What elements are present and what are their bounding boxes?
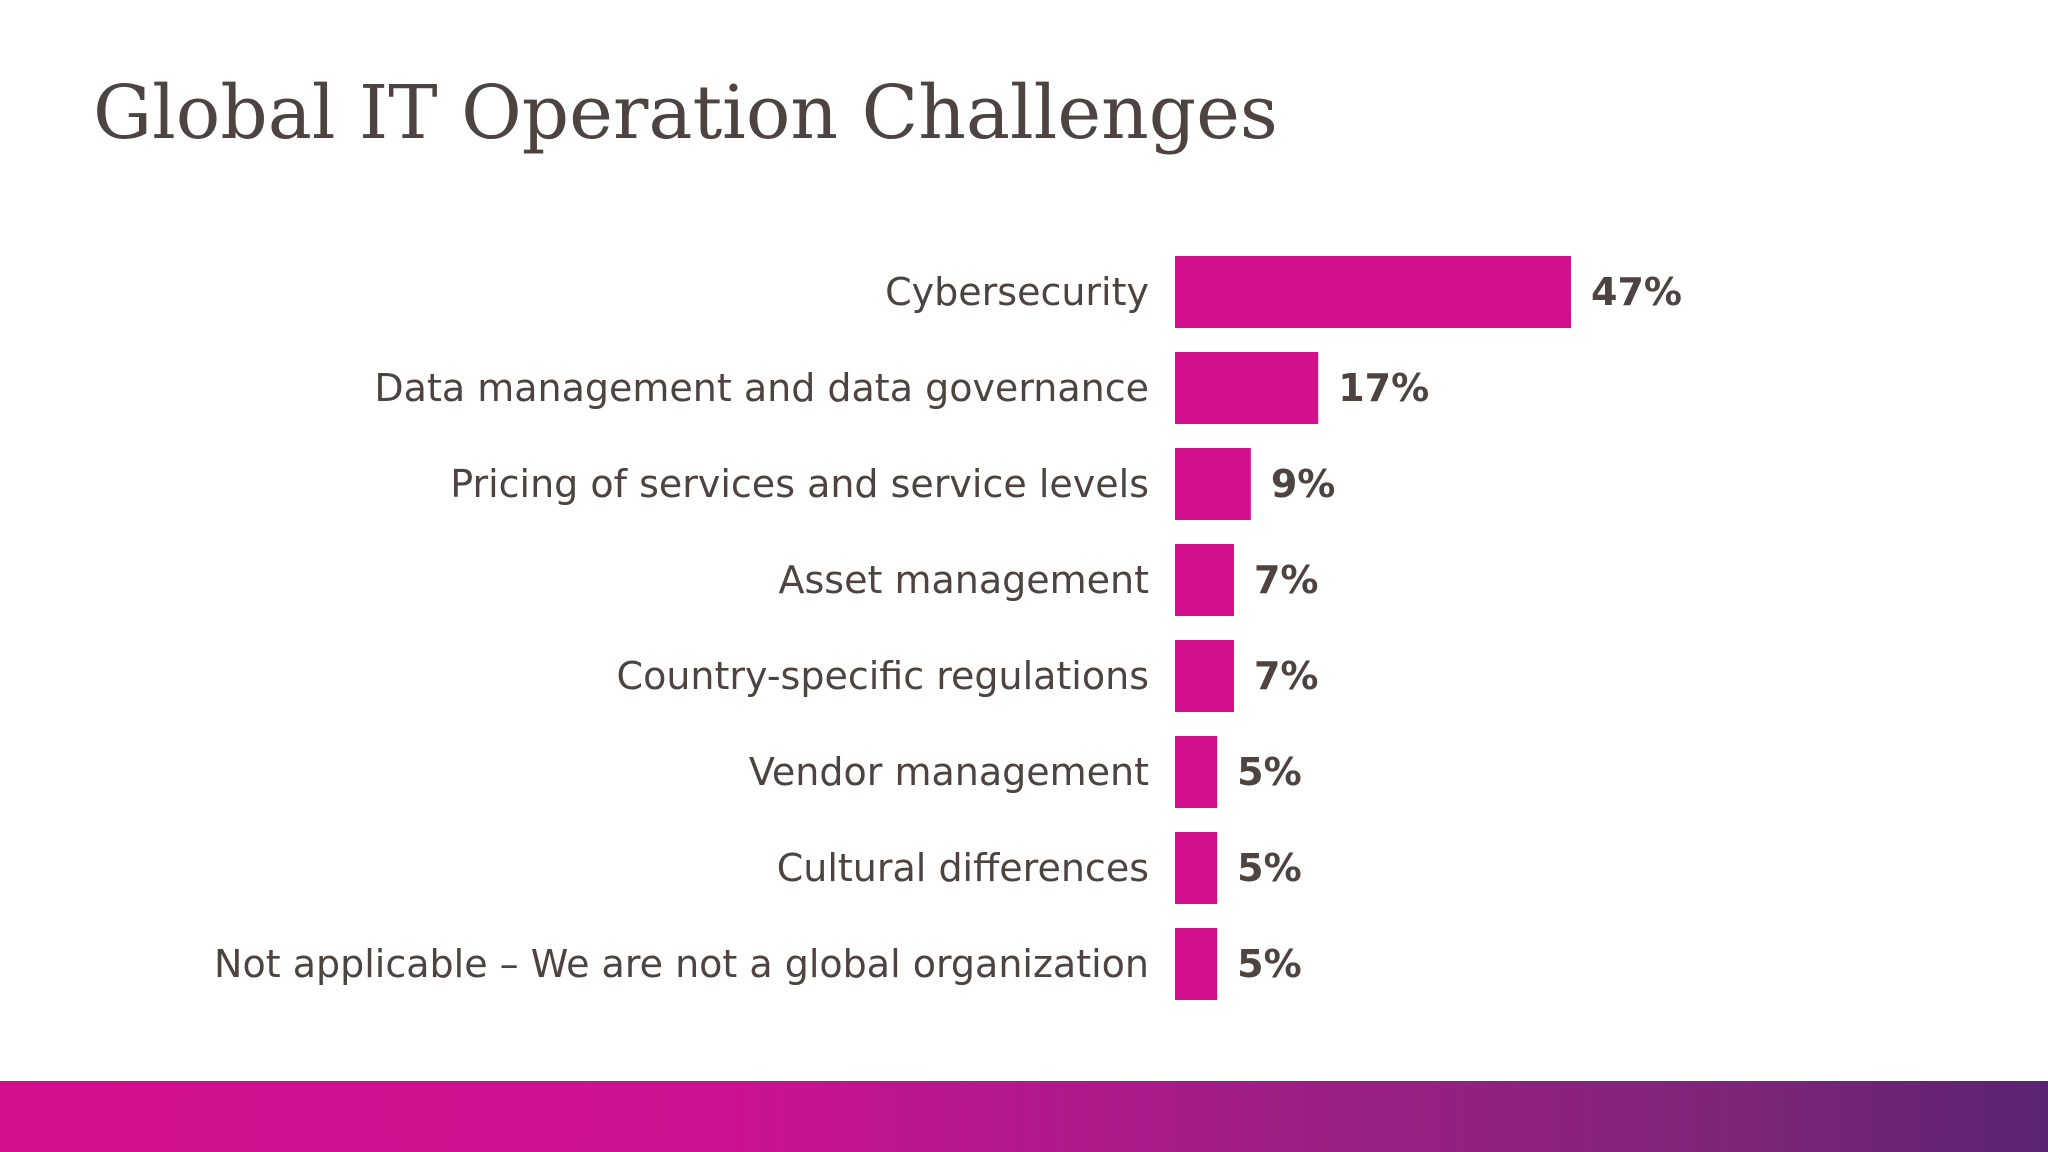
bar <box>1175 544 1234 616</box>
bar <box>1175 928 1218 1000</box>
bar-row: Vendor management 5% <box>749 736 1302 808</box>
bar-row: Data management and data governance 17% <box>374 352 1429 424</box>
bar-row: Country-specific regulations 7% <box>617 640 1319 712</box>
category-label: Vendor management <box>749 750 1149 794</box>
bars-layer: Cybersecurity 47% Data management and data… <box>214 256 1682 1000</box>
value-label: 7% <box>1254 558 1319 602</box>
bar <box>1175 736 1218 808</box>
value-label: 47% <box>1591 270 1682 314</box>
slide-title: Global IT Operation Challenges <box>93 70 1278 156</box>
value-label: 5% <box>1237 750 1302 794</box>
value-label: 9% <box>1271 462 1336 506</box>
bar <box>1175 352 1319 424</box>
value-label: 5% <box>1237 942 1302 986</box>
category-label: Country-specific regulations <box>617 654 1149 698</box>
bar-row: Cultural differences 5% <box>777 832 1302 904</box>
value-label: 5% <box>1237 846 1302 890</box>
category-label: Asset management <box>779 558 1150 602</box>
bar <box>1175 832 1218 904</box>
value-label: 17% <box>1338 366 1429 410</box>
bar <box>1175 448 1251 520</box>
bar-row: Pricing of services and service levels 9% <box>450 448 1335 520</box>
category-label: Pricing of services and service levels <box>450 462 1149 506</box>
footer-gradient-band <box>0 1081 2048 1152</box>
category-label: Cultural differences <box>777 846 1149 890</box>
bar-row: Cybersecurity 47% <box>885 256 1682 328</box>
value-label: 7% <box>1254 654 1319 698</box>
bar-row: Asset management 7% <box>779 544 1319 616</box>
bar <box>1175 640 1234 712</box>
category-label: Not applicable – We are not a global org… <box>214 942 1149 986</box>
category-label: Cybersecurity <box>885 270 1149 314</box>
bar-row: Not applicable – We are not a global org… <box>214 928 1302 1000</box>
category-label: Data management and data governance <box>374 366 1149 410</box>
bar <box>1175 256 1571 328</box>
